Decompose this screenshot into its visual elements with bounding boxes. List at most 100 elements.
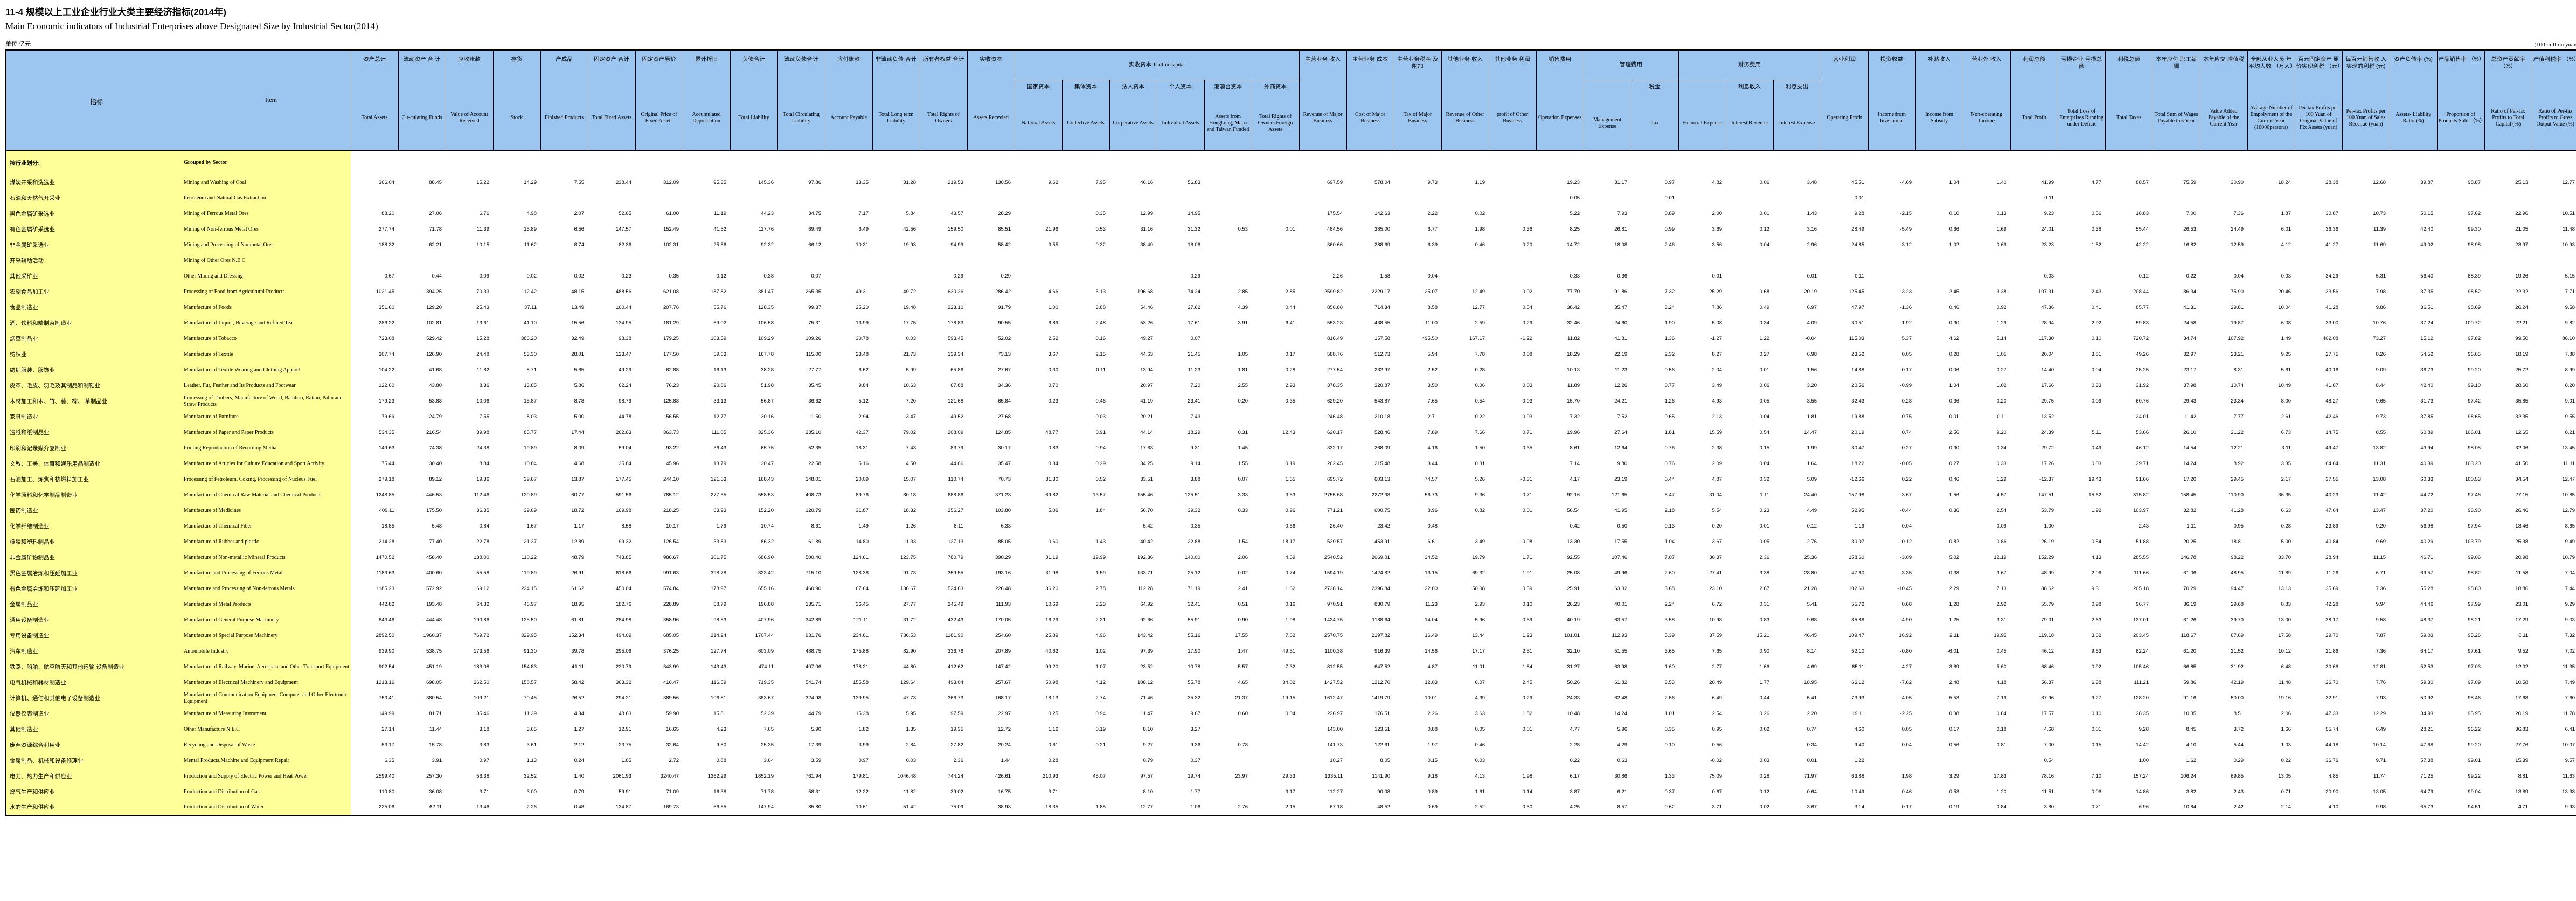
data-cell xyxy=(1584,253,1631,268)
data-cell: 744.24 xyxy=(947,773,963,779)
data-cell: 3.67 xyxy=(1807,804,1817,810)
data-cell: 5.26 xyxy=(1475,476,1485,482)
data-cell: 3.88 xyxy=(1190,476,1201,482)
data-cell: 55.28 xyxy=(2420,586,2434,592)
data-cell: 8.20 xyxy=(2565,383,2575,389)
data-cell: 0.14 xyxy=(1522,789,1533,795)
data-cell: 91.86 xyxy=(1614,289,1628,295)
data-cell: 25.29 xyxy=(1709,289,1723,295)
row-label-zh: 通用设备制造业 xyxy=(6,612,184,628)
data-cell: 342.89 xyxy=(805,617,821,623)
data-cell: 47.36 xyxy=(2041,304,2054,310)
data-cell: 7.10 xyxy=(2091,773,2102,779)
data-cell: 31.92 xyxy=(2136,383,2149,389)
data-cell: 2.45 xyxy=(1949,289,1960,295)
data-cell: 2.76 xyxy=(1238,804,1248,810)
row-label-en: Production and Distribution of Water xyxy=(184,800,351,815)
data-cell: 9.40 xyxy=(1854,742,1865,748)
data-cell: 77.70 xyxy=(1567,289,1580,295)
data-cell: 12.47 xyxy=(2562,476,2575,482)
data-cell: 1427.52 xyxy=(1324,680,1343,685)
data-cell: 2.43 xyxy=(2091,289,2102,295)
data-cell: 7.88 xyxy=(2565,351,2575,357)
data-cell: 10.15 xyxy=(476,242,489,248)
data-cell: 0.20 xyxy=(1996,398,2007,404)
data-cell: 9.94 xyxy=(2376,601,2386,607)
data-cell: 262.50 xyxy=(473,680,489,685)
data-cell: 5.00 xyxy=(574,414,585,420)
data-cell: 0.71 xyxy=(2281,789,2292,795)
data-cell: 46.12 xyxy=(2041,648,2054,654)
data-cell: 0.49 xyxy=(2091,445,2102,451)
data-cell: 4.34 xyxy=(574,711,585,717)
data-cell: 2.52 xyxy=(1048,336,1059,342)
data-cell: 26.23 xyxy=(1567,601,1580,607)
data-cell: 1.02 xyxy=(1996,383,2007,389)
row-label-en: Mining and Processing of Nonmetal Ores xyxy=(184,237,351,253)
column-header: 流动资产 合 计 Cir-culating Funds xyxy=(398,50,446,151)
data-cell: 2.60 xyxy=(1664,570,1675,576)
row-label-zh: 计算机、通信和其他电子设备制造业 xyxy=(6,690,184,706)
data-cell: 10.35 xyxy=(2183,711,2197,717)
data-cell: 0.07 xyxy=(1238,476,1248,482)
data-cell: 1.44 xyxy=(1001,758,1011,764)
data-cell: 6.41 xyxy=(1285,320,1296,326)
data-cell: 44.80 xyxy=(903,664,916,670)
data-cell: 48.99 xyxy=(2041,570,2054,576)
data-cell: 0.08 xyxy=(1522,351,1533,357)
data-cell: 2.06 xyxy=(2091,570,2102,576)
data-cell: 8.36 xyxy=(479,383,490,389)
data-cell: 223.10 xyxy=(947,304,963,310)
data-cell: 30.87 xyxy=(2325,211,2339,217)
row-label-zh: 铁路、船舶、航空航天和其他运输 设备制造业 xyxy=(6,659,184,675)
data-cell: 23.19 xyxy=(1614,476,1628,482)
data-cell: 0.04 xyxy=(1759,414,1770,420)
data-cell: 9.52 xyxy=(2518,648,2529,654)
row-label-en: Leather, Fur, Feather and Its Products a… xyxy=(184,378,351,393)
data-cell: 49.72 xyxy=(903,289,916,295)
data-cell: 0.59 xyxy=(1522,617,1533,623)
data-cell: 0.31 xyxy=(1238,429,1248,435)
data-cell: 13.38 xyxy=(2562,789,2575,795)
data-cell: 1.71 xyxy=(1522,555,1533,560)
data-cell: 92.66 xyxy=(1140,617,1153,623)
data-cell: 458.40 xyxy=(426,555,442,560)
data-cell: 124.85 xyxy=(995,429,1011,435)
row-label-en: Processing of Petroleum, Coking, Process… xyxy=(184,472,351,487)
data-cell: 53.30 xyxy=(524,351,537,357)
data-cell: -6.01 xyxy=(1947,648,1960,654)
data-cell: 18.29 xyxy=(1188,429,1200,435)
data-cell: 61.06 xyxy=(2183,570,2197,576)
data-cell: 0.68 xyxy=(1759,289,1770,295)
data-cell: 29.71 xyxy=(2136,461,2149,467)
data-cell: 35.47 xyxy=(1614,304,1628,310)
data-cell xyxy=(1204,268,1252,284)
data-cell xyxy=(825,253,872,268)
data-cell: 1.54 xyxy=(1238,539,1248,545)
data-cell: 0.28 xyxy=(1475,367,1485,373)
data-cell: 7.00 xyxy=(2186,211,2197,217)
data-cell: 0.35 xyxy=(1095,211,1106,217)
data-cell xyxy=(588,190,635,206)
data-cell: 1.29 xyxy=(1996,320,2007,326)
data-cell: 0.16 xyxy=(1095,336,1106,342)
data-cell: 39.78 xyxy=(571,648,584,654)
data-cell: 1.20 xyxy=(1996,789,2007,795)
data-cell: 460.90 xyxy=(805,586,821,592)
data-cell: 1.97 xyxy=(1427,742,1438,748)
data-cell: 0.04 xyxy=(1901,742,1912,748)
data-cell: 0.74 xyxy=(1807,726,1817,732)
data-cell: 43.80 xyxy=(429,383,442,389)
data-cell: 123.47 xyxy=(615,351,631,357)
data-cell: 23.97 xyxy=(1235,773,1248,779)
data-cell: 18.29 xyxy=(1567,351,1580,357)
data-cell: 8.03 xyxy=(526,414,537,420)
data-cell: 44.14 xyxy=(1140,429,1153,435)
data-cell xyxy=(2532,253,2576,268)
data-cell: 9.20 xyxy=(1996,429,2007,435)
data-cell: 18.31 xyxy=(856,445,869,451)
data-cell: 59.86 xyxy=(2183,680,2197,685)
data-cell xyxy=(1015,206,1062,221)
data-cell: 134.95 xyxy=(615,320,631,326)
data-cell: 75.31 xyxy=(808,320,821,326)
